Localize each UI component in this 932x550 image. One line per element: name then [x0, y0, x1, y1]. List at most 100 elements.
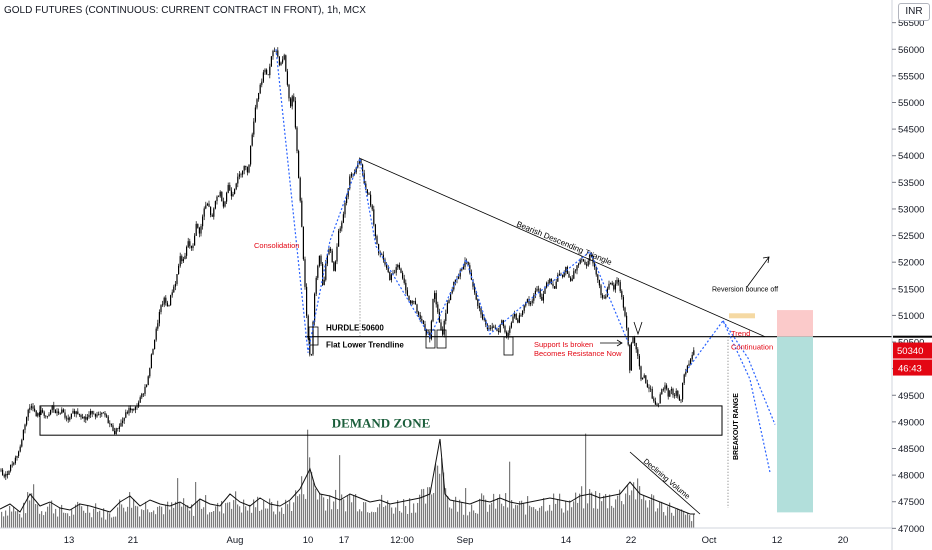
volume-bar: [637, 478, 639, 528]
candle-body: [267, 74, 269, 76]
volume-bar: [155, 514, 157, 528]
x-tick-label: 21: [128, 535, 139, 546]
candle-body: [491, 326, 493, 329]
candle-body: [517, 319, 519, 323]
candle-body: [118, 426, 120, 429]
volume-bar: [189, 510, 191, 528]
price-axis[interactable]: 4700047500480004850049000495005000050500…: [891, 0, 932, 550]
target-zone-box: [777, 336, 813, 513]
volume-bar: [151, 512, 153, 528]
candle-body: [686, 365, 688, 372]
volume-bar: [529, 505, 531, 528]
candle-body: [160, 305, 162, 313]
volume-bar: [143, 510, 145, 528]
candle-body: [630, 343, 632, 371]
volume-bar: [157, 506, 159, 528]
candle-body: [509, 327, 511, 333]
candle-body: [600, 285, 602, 296]
candle-body: [82, 417, 84, 419]
candle-body: [504, 326, 506, 333]
volume-bar: [29, 500, 31, 528]
candle-body: [88, 414, 90, 418]
candle-body: [261, 81, 263, 85]
volume-bar: [339, 455, 341, 528]
candle-body: [605, 296, 607, 299]
volume-bar: [645, 500, 647, 528]
candle-body: [299, 177, 301, 201]
candle-body: [75, 411, 77, 414]
candle-body: [469, 265, 471, 274]
volume-bar: [473, 510, 475, 528]
last-price-label: 50340: [897, 346, 923, 357]
volume-bar: [363, 502, 365, 528]
candle-body: [32, 406, 34, 409]
volume-bar: [239, 506, 241, 528]
candle-body: [53, 405, 55, 410]
volume-bar: [195, 481, 197, 528]
candle-body: [144, 386, 146, 394]
volume-bar: [605, 493, 607, 528]
hurdle-label: HURDLE 50600: [326, 324, 384, 333]
candle-body: [677, 390, 679, 397]
candle-body: [611, 282, 613, 286]
y-tick-label: 48000: [898, 471, 924, 482]
volume-bar: [93, 508, 95, 528]
volume-bar: [409, 498, 411, 528]
volume-bar: [385, 505, 387, 528]
candle-body: [613, 285, 615, 290]
volume-bar: [101, 517, 103, 528]
volume-bar: [389, 504, 391, 528]
volume-bar: [57, 516, 59, 528]
candle-body: [210, 206, 212, 215]
volume-bar: [561, 508, 563, 528]
volume-bar: [141, 509, 143, 528]
candle-body: [125, 412, 127, 418]
candle-body: [162, 304, 164, 306]
volume-bar: [185, 505, 187, 528]
volume-bar: [109, 513, 111, 528]
candle-body: [238, 174, 240, 177]
volume-bar: [317, 499, 319, 528]
x-tick-label: Sep: [457, 535, 474, 546]
time-axis[interactable]: 13 21 Aug 10 17 12:00 Sep 14 22 Oct 12 20: [0, 527, 892, 546]
volume-bar: [297, 496, 299, 528]
volume-bar: [1, 511, 3, 528]
candle-body: [614, 283, 616, 290]
candle-body: [8, 470, 10, 475]
candle-body: [290, 98, 292, 107]
candle-body: [141, 393, 143, 398]
volume-bar: [77, 501, 79, 528]
candle-body: [253, 121, 255, 135]
volume-bar: [257, 496, 259, 528]
candle-body: [637, 349, 639, 356]
volume-bar: [495, 508, 497, 528]
currency-button[interactable]: INR: [898, 3, 930, 21]
volume-bar: [251, 512, 253, 528]
candle-body: [19, 446, 21, 452]
candle-body: [424, 324, 426, 331]
candle-body: [659, 394, 661, 404]
candle-body: [50, 410, 52, 415]
volume-bar: [379, 503, 381, 528]
candle-body: [411, 301, 413, 304]
candle-body: [530, 302, 532, 305]
candle-body: [86, 417, 88, 420]
volume-bar: [289, 501, 291, 528]
volume-bar: [623, 504, 625, 528]
volume-bar: [401, 512, 403, 528]
candle-body: [496, 329, 498, 331]
volume-bar: [571, 507, 573, 528]
candle-body: [552, 283, 554, 287]
volume-bar: [295, 490, 297, 528]
candle-body: [520, 314, 522, 316]
candle-body: [170, 295, 172, 306]
volume-bar: [581, 486, 583, 528]
candle-body: [136, 406, 138, 408]
y-tick-label: 52500: [898, 231, 924, 242]
candle-body: [54, 409, 56, 414]
volume-bar: [431, 494, 433, 528]
volume-bar: [475, 512, 477, 528]
y-tick-label: 53000: [898, 204, 924, 215]
volume-bar: [97, 511, 99, 528]
